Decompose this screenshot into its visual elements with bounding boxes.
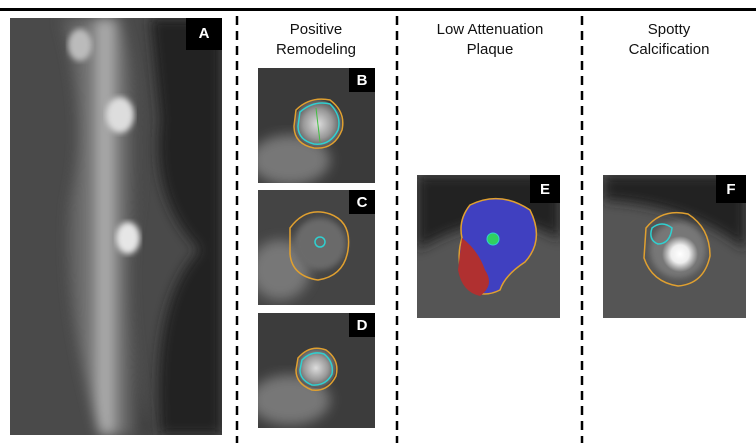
panel-label: A (199, 25, 210, 42)
panel-c-image: C (250, 190, 375, 305)
column-title: Plaque (467, 41, 514, 58)
panel-f-image: F (603, 175, 746, 318)
column-title: Calcification (629, 41, 710, 58)
column-title: Positive (290, 21, 343, 38)
panel-label: D (357, 317, 368, 334)
panel-e-image: E (417, 175, 560, 318)
panel-d-image: D (250, 313, 375, 428)
panel-a-image: A (10, 18, 222, 435)
column-title: Low Attenuation (437, 21, 544, 38)
column-title: Spotty (648, 21, 691, 38)
column-title: Remodeling (276, 41, 356, 58)
panel-b-image: B (250, 68, 375, 185)
panel-label: C (357, 194, 368, 211)
top-rule (0, 8, 756, 11)
panel-label: B (357, 72, 368, 89)
panel-label: E (540, 181, 550, 198)
figure: A Positive Remodeling Low Attenuation Pl… (0, 0, 756, 443)
panel-label: F (726, 181, 735, 198)
